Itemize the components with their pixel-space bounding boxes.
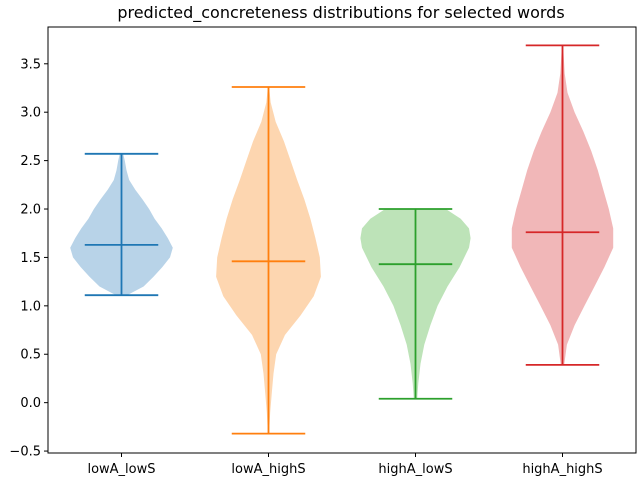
- y-tick-label: −0.5: [9, 445, 41, 460]
- y-tick-label: 0.0: [20, 396, 41, 411]
- x-tick-label: highA_lowS: [378, 462, 452, 477]
- y-tick-label: 0.5: [20, 348, 41, 363]
- y-tick-label: 2.0: [20, 203, 41, 218]
- y-tick-label: 1.5: [20, 251, 41, 266]
- markers-layer: [84, 44, 600, 435]
- y-tick-label: 3.5: [20, 57, 41, 72]
- plot-frame: [47, 26, 637, 454]
- x-tick-label: highA_highS: [522, 462, 602, 477]
- y-tick-label: 1.0: [20, 299, 41, 314]
- x-tick-label: lowA_lowS: [87, 462, 155, 477]
- x-tick-label: lowA_highS: [231, 462, 305, 477]
- y-axis: −0.5 0.0 0.5 1.0 1.5 2.0 2.5 3.0 3.5: [9, 57, 48, 460]
- y-tick-label: 3.0: [20, 106, 41, 121]
- violins-layer: [70, 45, 614, 434]
- y-tick-label: 2.5: [20, 154, 41, 169]
- chart-title: predicted_concreteness distributions for…: [117, 3, 564, 23]
- x-axis: lowA_lowS lowA_highS highA_lowS highA_highS: [87, 453, 603, 477]
